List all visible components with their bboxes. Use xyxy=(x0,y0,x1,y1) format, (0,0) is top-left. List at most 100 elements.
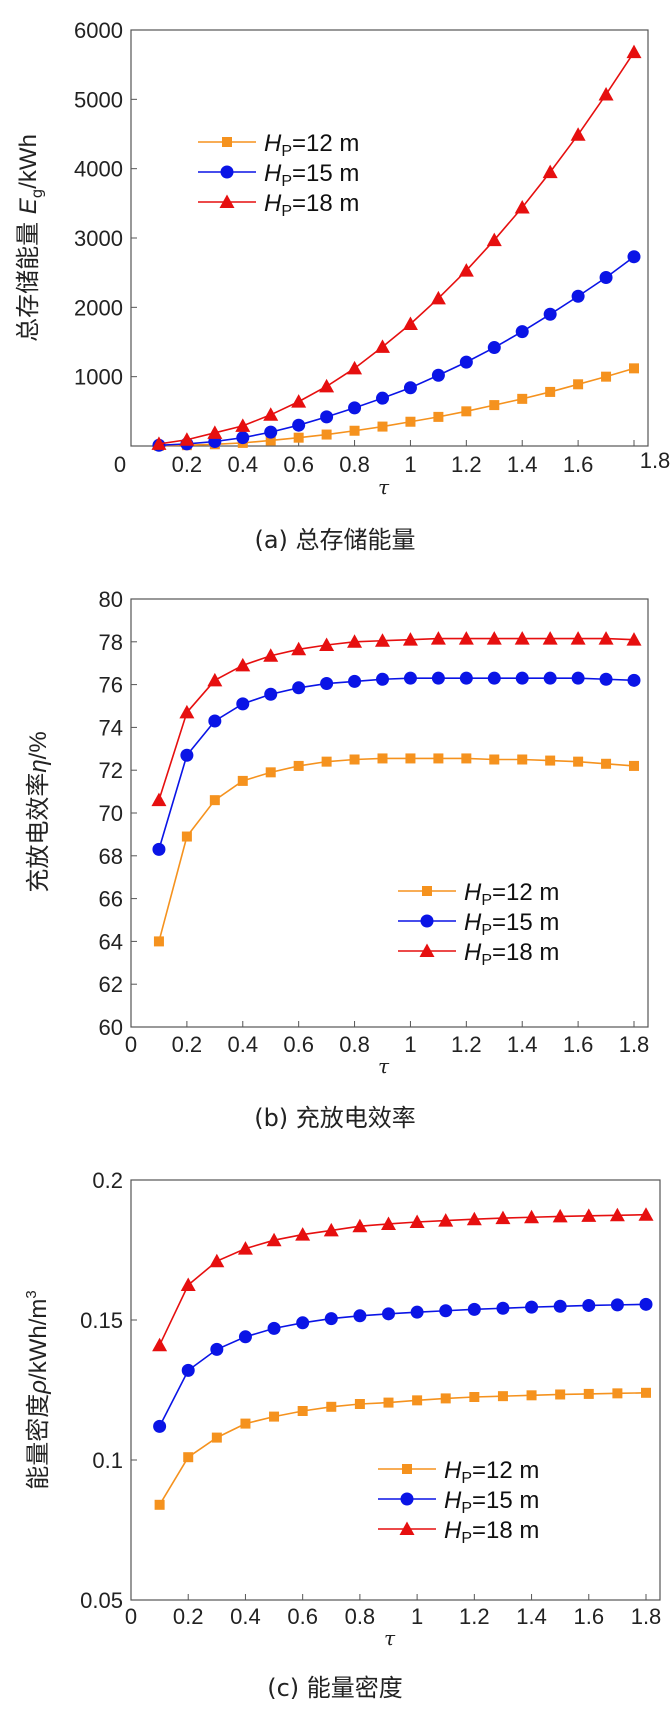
data-point xyxy=(469,1392,480,1402)
data-point xyxy=(486,232,502,247)
data-point xyxy=(237,775,248,786)
x-tick-label: 1 xyxy=(411,1604,423,1629)
x-axis-label: τ xyxy=(384,1626,396,1650)
data-point xyxy=(237,1241,253,1255)
data-point xyxy=(323,1222,339,1237)
data-point xyxy=(321,756,332,767)
data-point xyxy=(409,1214,425,1228)
data-point xyxy=(525,1300,539,1314)
data-point xyxy=(405,753,416,764)
data-point xyxy=(467,1302,481,1316)
data-point xyxy=(431,671,445,685)
legend-sub: P xyxy=(481,952,492,969)
data-point xyxy=(347,634,363,648)
data-point xyxy=(487,671,501,685)
y-tick-label: 78 xyxy=(99,630,123,655)
y-tick-label: 70 xyxy=(99,801,123,826)
data-point xyxy=(292,418,306,432)
legend-entry: HP=18 m xyxy=(398,939,559,969)
data-point xyxy=(517,754,528,765)
data-point xyxy=(236,431,250,445)
series-line xyxy=(158,1392,647,1506)
data-point xyxy=(152,1337,168,1352)
y-axis-label-unit: /kWh xyxy=(15,134,42,189)
series-s15 xyxy=(152,250,641,452)
data-point xyxy=(433,753,444,764)
series-line xyxy=(158,757,635,942)
legend-rest: =15 m xyxy=(492,909,559,936)
x-tick-label: 1.4 xyxy=(507,452,538,477)
x-tick-label: 0.6 xyxy=(283,1032,314,1057)
y-tick-label: 0.2 xyxy=(92,1168,123,1193)
data-point xyxy=(377,421,388,432)
data-point xyxy=(382,1307,395,1321)
x-tick-label: 0 xyxy=(125,1604,137,1629)
data-point xyxy=(627,673,641,687)
series-s18 xyxy=(151,44,642,450)
data-point xyxy=(430,631,446,645)
x-tick-label: 1.2 xyxy=(451,452,482,477)
legend-label: HP=15 m xyxy=(444,1487,539,1517)
data-point xyxy=(235,657,251,672)
data-point xyxy=(410,1305,424,1319)
data-point xyxy=(495,1210,511,1225)
data-point xyxy=(326,1401,337,1412)
data-point xyxy=(573,379,584,390)
series-s18 xyxy=(152,1207,654,1352)
data-point xyxy=(151,792,167,807)
y-axis-label-unit: /% xyxy=(25,731,52,759)
legend-label: HP=15 m xyxy=(464,909,559,939)
legend-marker xyxy=(419,943,435,957)
series-line xyxy=(158,677,635,850)
data-point xyxy=(459,355,473,369)
y-axis-label-unit: /kWh/m xyxy=(25,1299,52,1380)
data-point xyxy=(207,672,223,687)
data-point xyxy=(459,671,473,685)
data-point xyxy=(639,1297,653,1311)
legend-marker xyxy=(220,165,234,179)
x-tick-label: 1.8 xyxy=(631,1604,662,1629)
data-point xyxy=(263,407,279,421)
data-point xyxy=(461,406,472,417)
series-line xyxy=(158,1303,647,1427)
legend-entry: HP=12 m xyxy=(378,1457,539,1487)
data-point xyxy=(265,767,276,778)
data-point xyxy=(629,760,639,771)
data-point xyxy=(431,368,445,382)
legend-sub: P xyxy=(281,203,292,220)
data-point xyxy=(264,425,278,439)
legend-label: HP=12 m xyxy=(464,879,559,909)
data-point xyxy=(324,1312,338,1326)
x-tick-label: 1.4 xyxy=(507,1032,538,1057)
legend-sub: P xyxy=(481,922,492,939)
data-point xyxy=(402,316,418,330)
data-point xyxy=(348,674,362,688)
data-point xyxy=(269,1411,280,1422)
data-point xyxy=(151,436,167,450)
data-point xyxy=(180,1277,196,1291)
x-tick-label: 0.2 xyxy=(173,1604,204,1629)
y-tick-label: 76 xyxy=(99,673,123,698)
y-tick-label: 5000 xyxy=(74,87,123,112)
x-tick-label: 1.8 xyxy=(640,448,670,473)
data-point xyxy=(542,164,558,179)
data-point xyxy=(375,633,390,647)
data-point xyxy=(349,754,360,765)
data-point xyxy=(599,271,613,285)
data-point xyxy=(543,307,557,321)
y-tick-label: 74 xyxy=(99,715,123,740)
series-line xyxy=(158,637,635,801)
data-point xyxy=(319,637,335,652)
y-tick-label: 0.05 xyxy=(80,1588,123,1613)
x-tick-label: 0.8 xyxy=(339,1032,370,1057)
legend-entry: HP=18 m xyxy=(198,190,359,220)
x-tick-label: 1.2 xyxy=(451,1032,482,1057)
legend-entry: HP=15 m xyxy=(198,160,359,190)
y-tick-label: 66 xyxy=(99,887,123,912)
data-point xyxy=(180,748,194,762)
series-s12 xyxy=(154,1387,651,1510)
x-axis-label: τ xyxy=(378,1054,390,1078)
legend-label: HP=15 m xyxy=(264,160,359,190)
data-point xyxy=(610,1298,624,1312)
data-point xyxy=(235,418,251,432)
